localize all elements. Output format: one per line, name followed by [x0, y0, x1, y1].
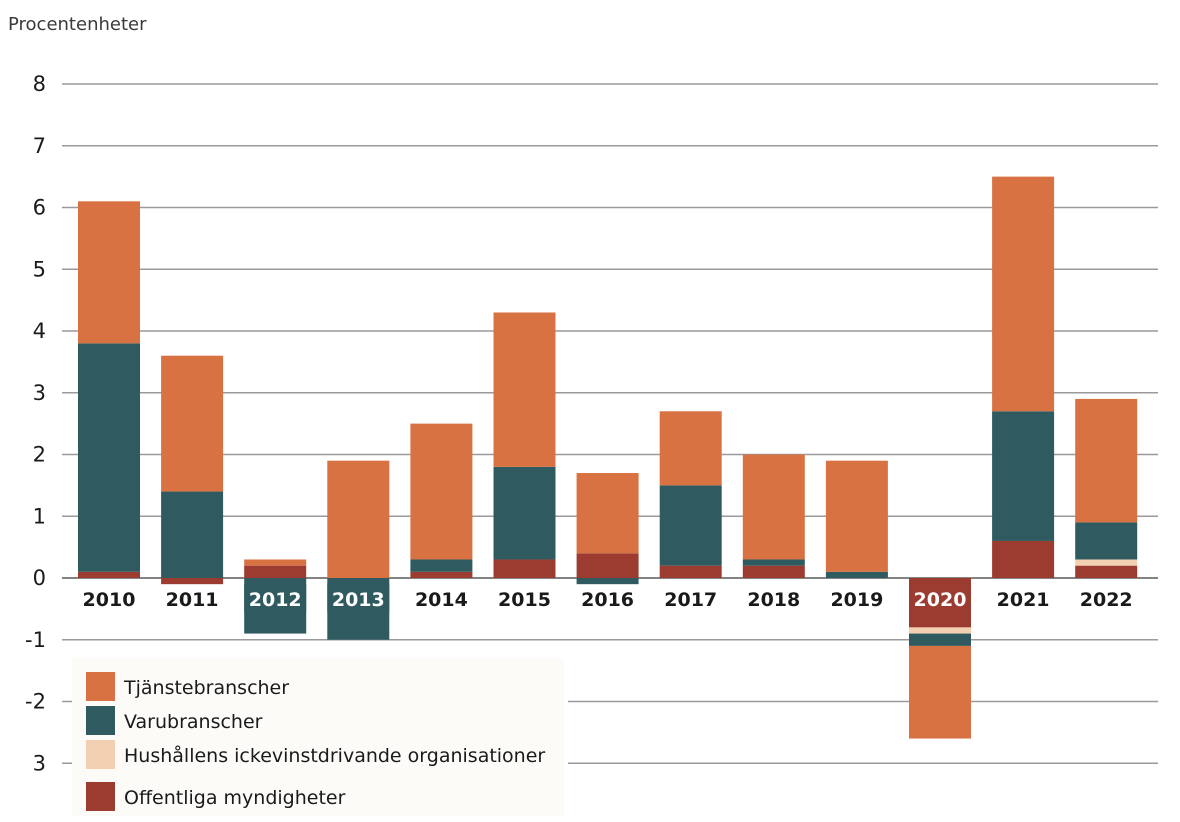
y-tick-label: 1: [33, 504, 46, 528]
bar-segment: [742, 454, 805, 560]
bars: [78, 176, 1138, 739]
bar-segment: [909, 627, 971, 634]
bar-segment: [410, 423, 473, 560]
bar-segment: [659, 565, 722, 578]
legend: Tjänstebranscher Varubranscher Hushållens …: [72, 658, 564, 816]
grid-lines: [62, 83, 1158, 764]
bar-segment: [742, 565, 805, 578]
x-tick-label: 2011: [166, 589, 219, 611]
x-tick-label: 2013: [332, 589, 385, 611]
x-tick-label: 2014: [415, 589, 468, 611]
x-tick-label: 2022: [1080, 589, 1133, 611]
bar-segment: [576, 553, 639, 578]
legend-swatch: [86, 782, 115, 811]
y-tick-label: 5: [33, 257, 46, 281]
x-label-highlight: [327, 584, 390, 612]
bar-segment: [576, 578, 639, 585]
x-label-highlight: [244, 584, 307, 612]
bar-segment: [161, 355, 224, 492]
bar-segment: [1075, 398, 1138, 523]
bar-segment: [659, 411, 722, 486]
x-tick-label: 2010: [83, 589, 136, 611]
bar-segment: [493, 466, 556, 560]
y-tick-label: 3: [33, 381, 46, 405]
bar-segment: [1075, 522, 1138, 560]
bar-segment: [909, 645, 971, 739]
x-tick-label: 2020: [914, 589, 967, 611]
y-tick-label: 7: [33, 134, 46, 158]
bar-segment: [1075, 559, 1138, 566]
y-axis-unit-label: Procentenheter: [8, 14, 147, 35]
bar-segment: [78, 571, 140, 578]
legend-label: Varubranscher: [124, 711, 263, 733]
y-tick-label: -2: [25, 690, 46, 714]
x-axis-labels: 2010 2011 2012 2013 2014 2015 2016 2017 2018 2019…: [83, 584, 1133, 612]
legend-background: [72, 658, 564, 816]
bar-segment: [161, 491, 224, 578]
bar-segment: [825, 571, 888, 578]
x-tick-label: 2019: [830, 589, 883, 611]
x-tick-label: 2021: [997, 589, 1050, 611]
legend-label: Offentliga myndigheter: [124, 787, 346, 809]
x-tick-label: 2012: [249, 589, 302, 611]
bar-segment: [742, 559, 805, 566]
legend-label: Tjänstebranscher: [123, 677, 289, 699]
bar-segment: [493, 559, 556, 578]
y-tick-label: 6: [33, 196, 46, 220]
bar-segment: [576, 473, 639, 554]
bar-segment: [244, 565, 307, 578]
x-label-highlight: [909, 584, 971, 612]
legend-swatch: [86, 740, 115, 769]
bar-segment: [992, 540, 1055, 578]
y-tick-label: -1: [25, 628, 46, 652]
bar-segment: [410, 559, 473, 572]
x-tick-label: 2018: [747, 589, 800, 611]
y-tick-label: 8: [33, 72, 46, 96]
y-tick-label: 3: [33, 751, 46, 775]
bar-segment: [909, 633, 971, 646]
bar-segment: [1075, 565, 1138, 578]
bar-segment: [992, 176, 1055, 412]
y-tick-label: 2: [33, 443, 46, 467]
bar-segment: [78, 343, 140, 572]
x-tick-label: 2015: [498, 589, 551, 611]
bar-segment: [410, 571, 473, 578]
x-tick-label: 2017: [664, 589, 717, 611]
bar-segment: [825, 460, 888, 572]
bar-segment: [161, 578, 224, 585]
x-tick-label: 2016: [581, 589, 634, 611]
bar-segment: [659, 485, 722, 566]
legend-label: Hushållens ickevinstdrivande organisatio…: [124, 744, 545, 767]
legend-swatch: [86, 672, 115, 701]
y-tick-label: 0: [33, 566, 46, 590]
y-tick-label: 4: [33, 319, 46, 343]
bar-segment: [493, 312, 556, 467]
legend-swatch: [86, 706, 115, 735]
bar-segment: [327, 460, 390, 578]
bar-segment: [992, 411, 1055, 541]
bar-segment: [244, 559, 307, 566]
bar-segment: [78, 201, 140, 344]
y-axis-ticks: 8 7 6 5 4 3 2 1 0 -1 -2 3: [25, 72, 46, 775]
